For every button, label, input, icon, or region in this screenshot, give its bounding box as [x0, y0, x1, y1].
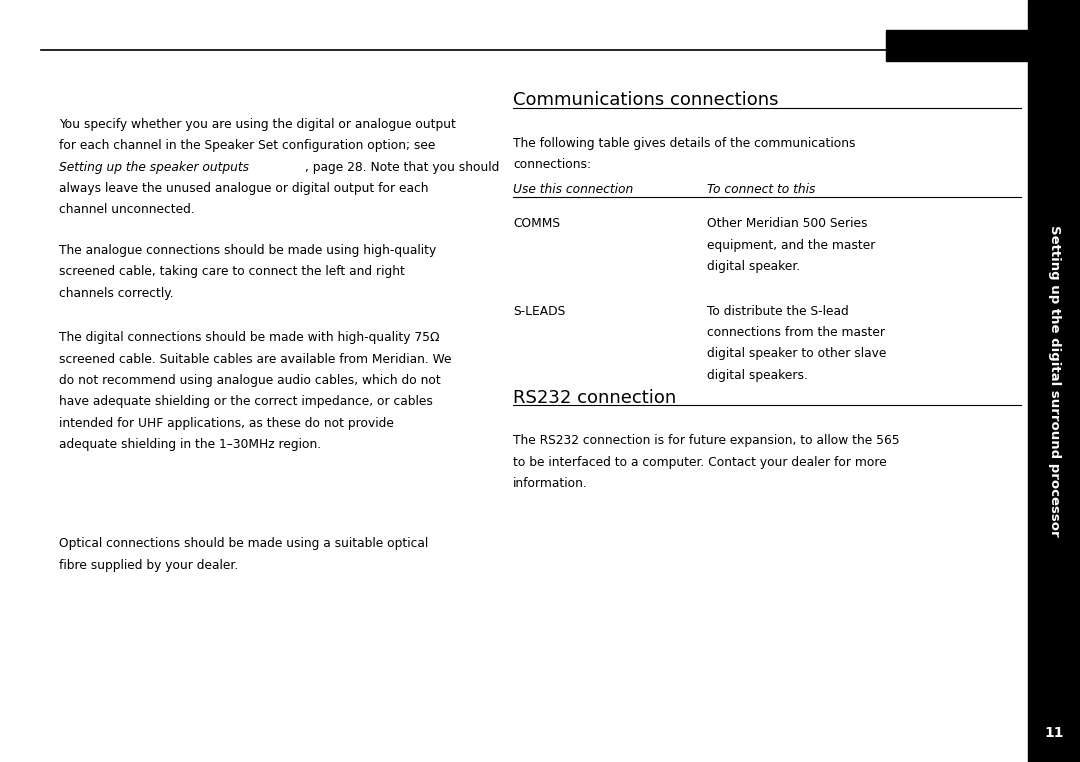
Text: The analogue connections should be made using high-quality: The analogue connections should be made …	[59, 244, 436, 257]
Text: The digital connections should be made with high-quality 75Ω: The digital connections should be made w…	[59, 331, 440, 344]
Text: fibre supplied by your dealer.: fibre supplied by your dealer.	[59, 559, 239, 572]
Text: always leave the unused analogue or digital output for each: always leave the unused analogue or digi…	[59, 182, 429, 195]
Text: channels correctly.: channels correctly.	[59, 287, 174, 299]
Text: digital speakers.: digital speakers.	[707, 369, 808, 382]
Text: Setting up the digital surround processor: Setting up the digital surround processo…	[1048, 226, 1061, 536]
Text: RS232 connection: RS232 connection	[513, 389, 676, 407]
Text: 11: 11	[1044, 726, 1064, 740]
Text: Other Meridian 500 Series: Other Meridian 500 Series	[707, 217, 868, 230]
Text: do not recommend using analogue audio cables, which do not: do not recommend using analogue audio ca…	[59, 374, 441, 387]
Text: , page 28. Note that you should: , page 28. Note that you should	[305, 161, 499, 174]
Text: The RS232 connection is for future expansion, to allow the 565: The RS232 connection is for future expan…	[513, 434, 900, 447]
Text: for each channel in the Speaker Set configuration option; see: for each channel in the Speaker Set conf…	[59, 139, 435, 152]
Text: channel unconnected.: channel unconnected.	[59, 203, 195, 216]
Bar	[1028, 0, 1080, 762]
Text: equipment, and the master: equipment, and the master	[707, 239, 876, 251]
Text: The following table gives details of the communications: The following table gives details of the…	[513, 137, 855, 150]
Text: To distribute the S-lead: To distribute the S-lead	[707, 305, 849, 318]
Text: connections:: connections:	[513, 158, 591, 171]
Text: S-LEADS: S-LEADS	[513, 305, 565, 318]
Text: Use this connection: Use this connection	[513, 183, 633, 196]
Text: screened cable, taking care to connect the left and right: screened cable, taking care to connect t…	[59, 265, 405, 278]
Text: To connect to this: To connect to this	[707, 183, 815, 196]
Text: Optical connections should be made using a suitable optical: Optical connections should be made using…	[59, 537, 429, 550]
Bar	[886, 30, 1028, 61]
Text: to be interfaced to a computer. Contact your dealer for more: to be interfaced to a computer. Contact …	[513, 456, 887, 469]
Text: Setting up the speaker outputs: Setting up the speaker outputs	[59, 161, 249, 174]
Text: screened cable. Suitable cables are available from Meridian. We: screened cable. Suitable cables are avai…	[59, 353, 451, 366]
Text: digital speaker.: digital speaker.	[707, 260, 800, 273]
Text: adequate shielding in the 1–30MHz region.: adequate shielding in the 1–30MHz region…	[59, 438, 322, 451]
Text: You specify whether you are using the digital or analogue output: You specify whether you are using the di…	[59, 118, 456, 131]
Text: have adequate shielding or the correct impedance, or cables: have adequate shielding or the correct i…	[59, 395, 433, 408]
Text: digital speaker to other slave: digital speaker to other slave	[707, 347, 887, 360]
Text: Communications connections: Communications connections	[513, 91, 779, 110]
Text: intended for UHF applications, as these do not provide: intended for UHF applications, as these …	[59, 417, 394, 430]
Text: information.: information.	[513, 477, 588, 490]
Text: COMMS: COMMS	[513, 217, 561, 230]
Text: connections from the master: connections from the master	[707, 326, 886, 339]
